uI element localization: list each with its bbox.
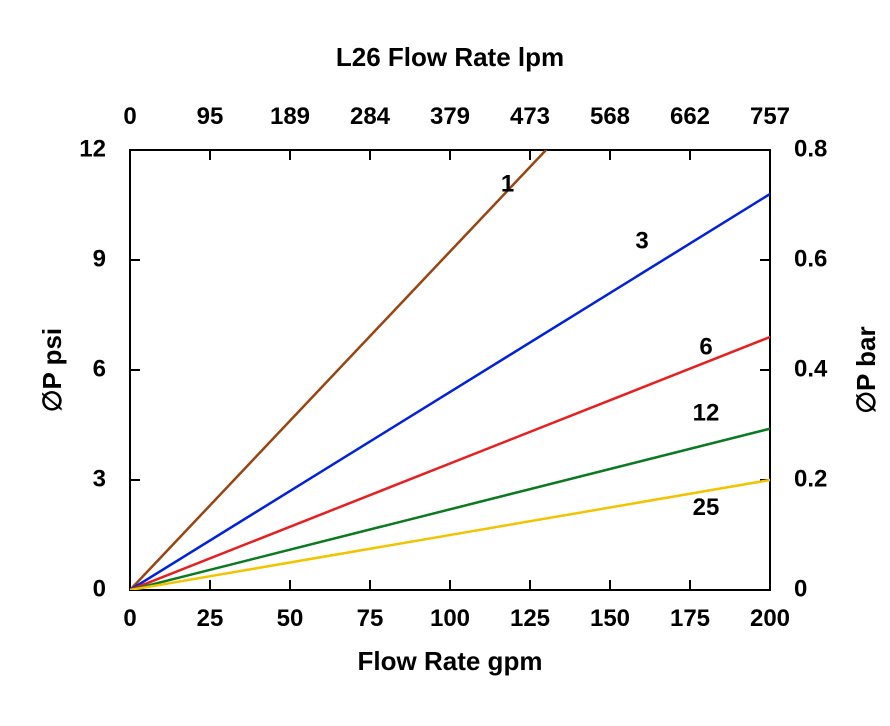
- series-6-label: 6: [699, 333, 712, 360]
- right-tick-label: 0.6: [794, 245, 827, 272]
- left-tick-label: 9: [93, 245, 106, 272]
- series-1-label: 1: [501, 171, 514, 198]
- top-tick-label: 284: [350, 103, 391, 130]
- top-tick-label: 757: [750, 103, 790, 130]
- left-tick-label: 12: [79, 135, 106, 162]
- bottom-tick-label: 25: [197, 605, 224, 632]
- bottom-tick-label: 50: [277, 605, 304, 632]
- series-12-label: 12: [693, 399, 720, 426]
- top-axis-title: L26 Flow Rate lpm: [336, 42, 564, 72]
- top-tick-label: 662: [670, 103, 710, 130]
- series-3-label: 3: [635, 228, 648, 255]
- left-tick-label: 3: [93, 465, 106, 492]
- right-axis-title: ∅P bar: [851, 326, 881, 413]
- bottom-tick-label: 125: [510, 605, 550, 632]
- series-25-label: 25: [693, 494, 720, 521]
- right-tick-label: 0: [794, 575, 807, 602]
- bottom-tick-label: 150: [590, 605, 630, 632]
- left-tick-label: 0: [93, 575, 106, 602]
- left-tick-label: 6: [93, 355, 106, 382]
- chart-svg: 0 95 189 284 379 473 568 662 757 L26 Flow Rate lp…: [0, 0, 890, 726]
- bottom-tick-label: 200: [750, 605, 790, 632]
- top-tick-label: 95: [197, 103, 224, 130]
- left-axis-title: ∅P psi: [37, 328, 67, 412]
- top-tick-label: 189: [270, 103, 310, 130]
- right-tick-label: 0.8: [794, 135, 827, 162]
- top-tick-label: 379: [430, 103, 470, 130]
- bottom-axis-title: Flow Rate gpm: [358, 646, 543, 676]
- bottom-tick-label: 75: [357, 605, 384, 632]
- bottom-tick-label: 0: [123, 605, 136, 632]
- right-tick-label: 0.4: [794, 355, 828, 382]
- right-tick-label: 0.2: [794, 465, 827, 492]
- top-tick-label: 568: [590, 103, 630, 130]
- top-tick-label: 0: [123, 103, 136, 130]
- bottom-tick-label: 100: [430, 605, 470, 632]
- top-tick-label: 473: [510, 103, 550, 130]
- chart-stage: 0 95 189 284 379 473 568 662 757 L26 Flow Rate lp…: [0, 0, 890, 726]
- bottom-tick-label: 175: [670, 605, 710, 632]
